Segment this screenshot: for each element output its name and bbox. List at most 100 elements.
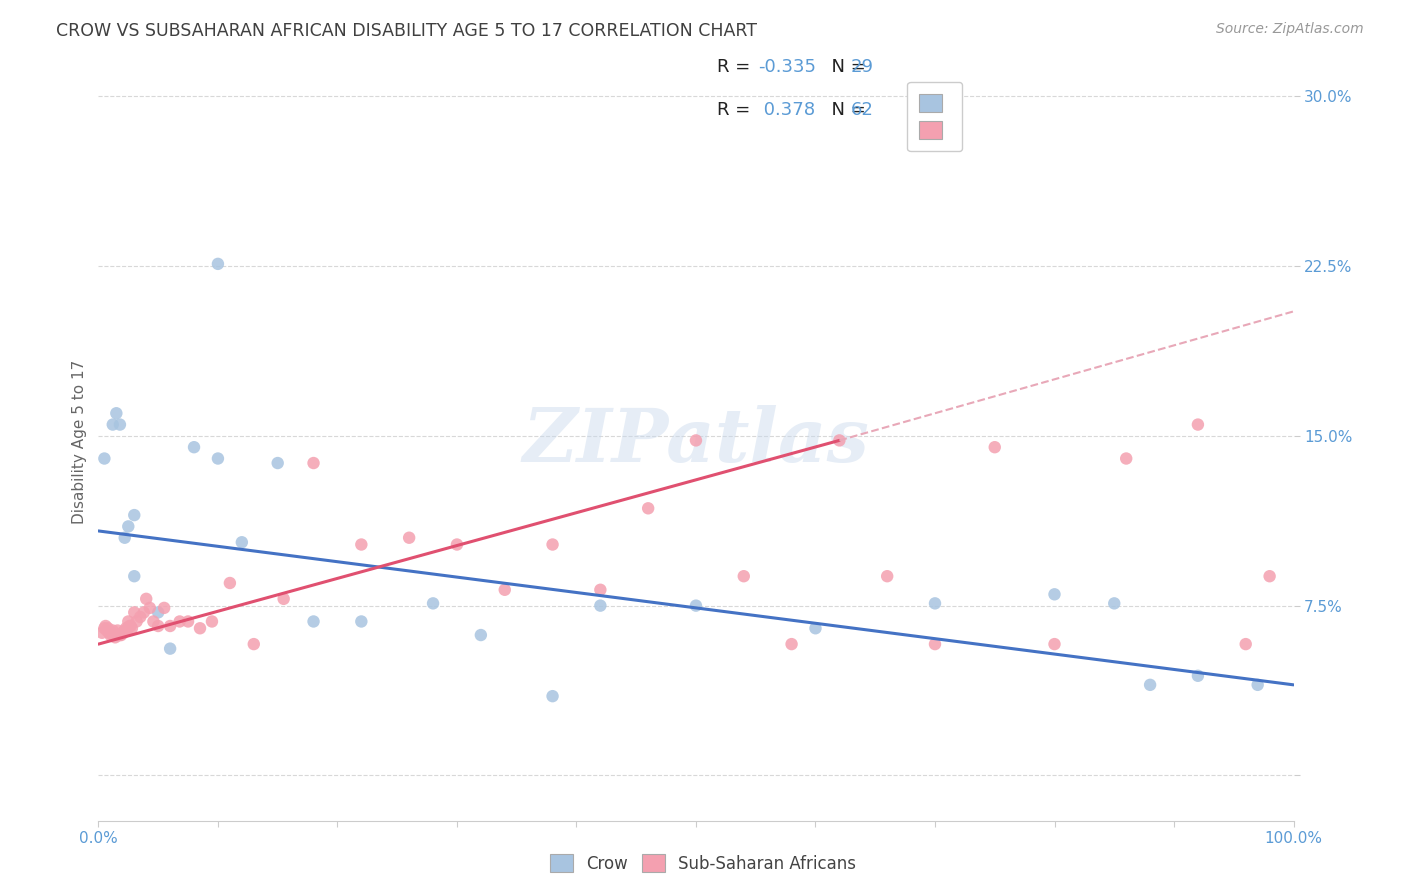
Point (93, 451, 115, 466)
Point (924, 637, 946, 651)
Text: 0.378: 0.378 (758, 101, 815, 119)
Point (1187, 417, 1209, 432)
Point (470, 628, 492, 642)
Point (183, 440, 205, 454)
Point (188, 621, 211, 635)
Point (267, 456, 290, 470)
Text: Source: ZipAtlas.com: Source: ZipAtlas.com (1216, 22, 1364, 37)
Point (1043, 587, 1066, 601)
Point (207, 257, 229, 271)
Point (1115, 451, 1137, 466)
Text: ZIPatlas: ZIPatlas (523, 405, 869, 478)
Point (112, 625, 135, 640)
Point (107, 628, 129, 642)
Point (422, 596, 444, 610)
Point (1247, 678, 1270, 692)
Point (114, 531, 136, 545)
Point (1139, 678, 1161, 692)
Point (494, 582, 516, 597)
Point (541, 537, 564, 551)
Point (804, 621, 827, 635)
Text: R =: R = (717, 101, 756, 119)
Point (111, 625, 134, 640)
Point (1187, 669, 1209, 683)
Point (159, 619, 181, 633)
Point (589, 582, 612, 597)
Point (117, 615, 139, 629)
Point (103, 628, 125, 642)
Point (100, 625, 122, 640)
Text: N =: N = (820, 101, 872, 119)
Point (120, 619, 142, 633)
Point (124, 508, 146, 522)
Point (589, 599, 612, 613)
Point (350, 615, 373, 629)
Point (105, 628, 128, 642)
Point (108, 628, 131, 642)
Point (243, 637, 266, 651)
Point (733, 569, 755, 583)
Point (117, 519, 139, 533)
Point (148, 606, 170, 620)
Point (207, 451, 229, 466)
Point (541, 689, 564, 703)
Point (121, 621, 143, 635)
Text: 29: 29 (851, 58, 873, 76)
Point (637, 501, 659, 516)
Text: 62: 62 (851, 101, 873, 119)
Point (110, 628, 132, 642)
Point (1258, 569, 1281, 583)
Point (685, 599, 707, 613)
Point (169, 615, 191, 629)
Text: -0.335: -0.335 (758, 58, 815, 76)
Point (685, 434, 707, 448)
Point (159, 641, 181, 656)
Point (91, 625, 114, 640)
Point (94, 619, 117, 633)
Point (302, 615, 325, 629)
Point (139, 600, 162, 615)
Point (107, 624, 129, 638)
Point (828, 434, 851, 448)
Point (97, 621, 120, 635)
Point (125, 615, 148, 629)
Point (115, 621, 138, 635)
Point (142, 615, 165, 629)
Point (96, 624, 118, 638)
Point (135, 591, 157, 606)
Point (124, 606, 146, 620)
Point (350, 537, 373, 551)
Legend: Crow, Sub-Saharan Africans: Crow, Sub-Saharan Africans (543, 847, 863, 880)
Point (115, 624, 138, 638)
Point (201, 615, 224, 629)
Point (104, 630, 127, 644)
Point (129, 610, 152, 624)
Point (231, 535, 253, 549)
Text: N =: N = (820, 58, 872, 76)
Point (780, 637, 803, 651)
Point (98, 628, 122, 642)
Point (1104, 596, 1126, 610)
Point (114, 624, 136, 638)
Point (118, 619, 141, 633)
Point (273, 591, 295, 606)
Point (132, 606, 155, 620)
Point (108, 417, 131, 432)
Point (148, 619, 170, 633)
Point (219, 576, 242, 591)
Point (153, 600, 176, 615)
Point (398, 531, 420, 545)
Point (101, 417, 124, 432)
Point (984, 440, 1007, 454)
Point (105, 406, 128, 420)
Point (1043, 637, 1066, 651)
Point (876, 569, 898, 583)
Legend: , : , (907, 82, 963, 151)
Point (93, 621, 115, 635)
Point (98, 625, 121, 640)
Point (124, 569, 146, 583)
Point (1234, 637, 1257, 651)
Point (446, 537, 468, 551)
Point (101, 624, 124, 638)
Point (177, 615, 200, 629)
